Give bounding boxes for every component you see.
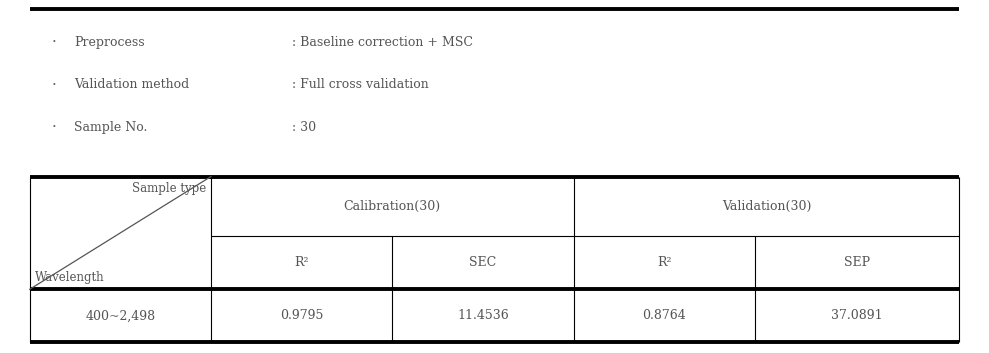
Text: Preprocess: Preprocess — [74, 36, 144, 49]
Text: Validation(30): Validation(30) — [722, 200, 811, 213]
Text: Validation method: Validation method — [74, 78, 190, 91]
Text: Sample No.: Sample No. — [74, 121, 147, 133]
Text: Sample type: Sample type — [132, 182, 206, 195]
Text: Calibration(30): Calibration(30) — [343, 200, 441, 213]
Text: : 30: : 30 — [292, 121, 315, 133]
Text: R²: R² — [295, 256, 309, 269]
Text: R²: R² — [657, 256, 672, 269]
Text: 400~2,498: 400~2,498 — [85, 309, 155, 322]
Text: 0.9795: 0.9795 — [280, 309, 323, 322]
Text: SEP: SEP — [844, 256, 870, 269]
Text: Wavelength: Wavelength — [35, 271, 104, 284]
Text: 11.4536: 11.4536 — [457, 309, 508, 322]
Text: : Baseline correction + MSC: : Baseline correction + MSC — [292, 36, 473, 49]
Text: SEC: SEC — [469, 256, 496, 269]
Text: 37.0891: 37.0891 — [832, 309, 883, 322]
Text: ·: · — [52, 120, 56, 134]
Text: 0.8764: 0.8764 — [642, 309, 686, 322]
Text: ·: · — [52, 78, 56, 92]
Text: ·: · — [52, 35, 56, 49]
Text: : Full cross validation: : Full cross validation — [292, 78, 428, 91]
